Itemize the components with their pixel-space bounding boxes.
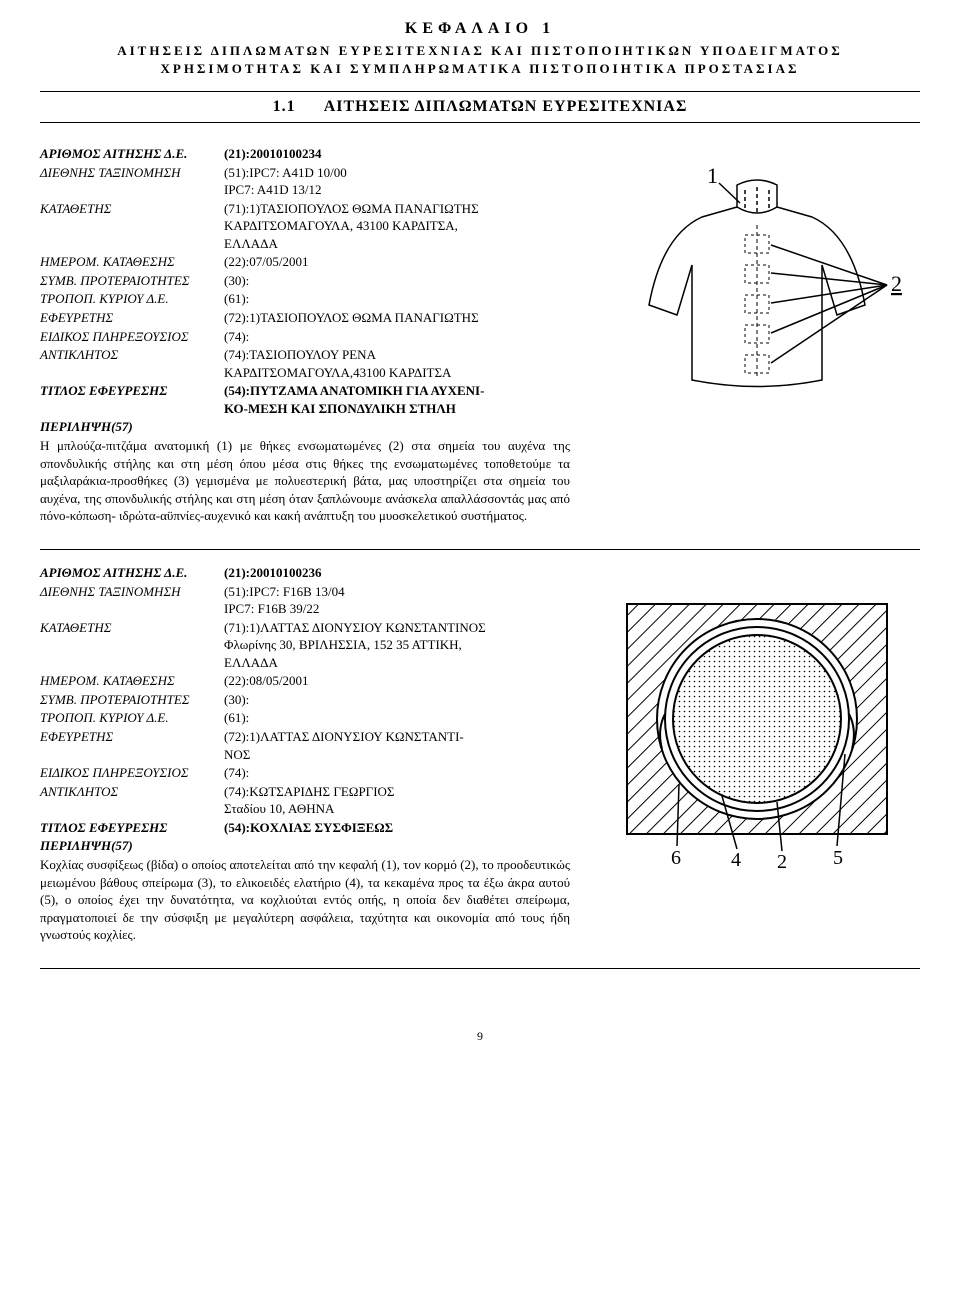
svg-text:2: 2	[891, 271, 902, 296]
label-filing-date: ΗΜΕΡΟΜ. ΚΑΤΑΘΕΣΗΣ	[40, 253, 224, 271]
value-agent: (74):	[224, 764, 570, 782]
section-title-text: ΑΙΤΗΣΕΙΣ ΔΙΠΛΩΜΑΤΩΝ ΕΥΡΕΣΙΤΕΧΝΙΑΣ	[324, 98, 688, 115]
chapter-header: ΚΕΦΑΛΑΙΟ 1 ΑΙΤΗΣΕΙΣ ΔΙΠΛΩΜΑΤΩΝ ΕΥΡΕΣΙΤΕΧ…	[40, 20, 920, 77]
label-applicant: ΚΑΤΑΘΕΤΗΣ	[40, 619, 224, 672]
section-title: 1.1 ΑΙΤΗΣΕΙΣ ΔΙΠΛΩΜΑΤΩΝ ΕΥΡΕΣΙΤΕΧΝΙΑΣ	[40, 91, 920, 123]
label-correspondent: ΑΝΤΙΚΛΗΤΟΣ	[40, 783, 224, 818]
svg-text:4: 4	[731, 849, 741, 871]
value-title: (54):ΚΟΧΛΙΑΣ ΣΥΣΦΙΞΕΩΣ	[224, 819, 570, 837]
figure-area: 6 4 2 5	[594, 564, 920, 944]
value-app-number: (21):20010100236	[224, 564, 570, 582]
chapter-title: ΚΕΦΑΛΑΙΟ 1	[40, 20, 920, 38]
label-main-amend: ΤΡΟΠΟΠ. ΚΥΡΙΟΥ Δ.Ε.	[40, 709, 224, 727]
label-intl-class: ΔΙΕΘΝΗΣ ΤΑΞΙΝΟΜΗΣΗ	[40, 164, 224, 199]
value-abstract: Η μπλούζα-πιτζάμα ανατομική (1) με θήκες…	[40, 437, 570, 525]
value-agent: (74):	[224, 328, 570, 346]
svg-text:5: 5	[833, 847, 843, 869]
label-agent: ΕΙΔΙΚΟΣ ΠΛΗΡΕΞΟΥΣΙΟΣ	[40, 764, 224, 782]
value-priority: (30):	[224, 691, 570, 709]
label-title: ΤΙΤΛΟΣ ΕΦΕΥΡΕΣΗΣ	[40, 819, 224, 837]
label-intl-class: ΔΙΕΘΝΗΣ ΤΑΞΙΝΟΜΗΣΗ	[40, 583, 224, 618]
label-agent: ΕΙΔΙΚΟΣ ΠΛΗΡΕΞΟΥΣΙΟΣ	[40, 328, 224, 346]
entry-fields: ΑΡΙΘΜΟΣ ΑΙΤΗΣΗΣ Δ.Ε. (21):20010100236 ΔΙ…	[40, 564, 570, 944]
value-inventor: (72):1)ΤΑΣΙΟΠΟΥΛΟΣ ΘΩΜΑ ΠΑΝΑΓΙΩΤΗΣ	[224, 309, 570, 327]
value-intl-class: (51):IPC7: F16B 13/04 IPC7: F16B 39/22	[224, 583, 570, 618]
label-inventor: ΕΦΕΥΡΕΤΗΣ	[40, 728, 224, 763]
svg-text:2: 2	[777, 851, 787, 873]
figure-screw: 6 4 2 5	[607, 584, 907, 884]
value-correspondent: (74):ΤΑΣΙΟΠΟΥΛΟΥ ΡΕΝΑ ΚΑΡΔΙΤΣΟΜΑΓΟΥΛΑ,43…	[224, 346, 570, 381]
label-abstract: ΠΕΡΙΛΗΨΗ(57)	[40, 838, 570, 854]
chapter-subtitle-2: ΧΡΗΣΙΜΟΤΗΤΑΣ ΚΑΙ ΣΥΜΠΛΗΡΩΜΑΤΙΚΑ ΠΙΣΤΟΠΟΙ…	[40, 60, 920, 78]
patent-entry: ΑΡΙΘΜΟΣ ΑΙΤΗΣΗΣ Δ.Ε. (21):20010100234 ΔΙ…	[40, 131, 920, 550]
label-inventor: ΕΦΕΥΡΕΤΗΣ	[40, 309, 224, 327]
value-applicant: (71):1)ΛΑΤΤΑΣ ΔΙΟΝΥΣΙΟΥ ΚΩΝΣΤΑΝΤΙΝΟΣ Φλω…	[224, 619, 570, 672]
label-abstract: ΠΕΡΙΛΗΨΗ(57)	[40, 419, 570, 435]
label-title: ΤΙΤΛΟΣ ΕΦΕΥΡΕΣΗΣ	[40, 382, 224, 417]
value-abstract: Κοχλίας συσφίξεως (βίδα) ο οποίος αποτελ…	[40, 856, 570, 944]
value-main-amend: (61):	[224, 709, 570, 727]
value-priority: (30):	[224, 272, 570, 290]
page-number: 9	[40, 1029, 920, 1044]
figure-area: 1 2	[594, 145, 920, 525]
label-priority: ΣΥΜΒ. ΠΡΟΤΕΡΑΙΟΤΗΤΕΣ	[40, 272, 224, 290]
value-title: (54):ΠΥΤΖΑΜΑ ΑΝΑΤΟΜΙΚΗ ΓΙΑ ΑΥΧΕΝΙ- ΚΟ-ΜΕ…	[224, 382, 570, 417]
entry-fields: ΑΡΙΘΜΟΣ ΑΙΤΗΣΗΣ Δ.Ε. (21):20010100234 ΔΙ…	[40, 145, 570, 525]
value-inventor: (72):1)ΛΑΤΤΑΣ ΔΙΟΝΥΣΙΟΥ ΚΩΝΣΤΑΝΤΙ- ΝΟΣ	[224, 728, 570, 763]
label-priority: ΣΥΜΒ. ΠΡΟΤΕΡΑΙΟΤΗΤΕΣ	[40, 691, 224, 709]
label-applicant: ΚΑΤΑΘΕΤΗΣ	[40, 200, 224, 253]
value-correspondent: (74):ΚΩΤΣΑΡΙΔΗΣ ΓΕΩΡΓΙΟΣ Σταδίου 10, ΑΘΗ…	[224, 783, 570, 818]
section-number: 1.1	[273, 98, 296, 115]
value-applicant: (71):1)ΤΑΣΙΟΠΟΥΛΟΣ ΘΩΜΑ ΠΑΝΑΓΙΩΤΗΣ ΚΑΡΔΙ…	[224, 200, 570, 253]
label-app-number: ΑΡΙΘΜΟΣ ΑΙΤΗΣΗΣ Δ.Ε.	[40, 564, 224, 582]
patent-entry: ΑΡΙΘΜΟΣ ΑΙΤΗΣΗΣ Δ.Ε. (21):20010100236 ΔΙ…	[40, 550, 920, 969]
chapter-subtitle-1: ΑΙΤΗΣΕΙΣ ΔΙΠΛΩΜΑΤΩΝ ΕΥΡΕΣΙΤΕΧΝΙΑΣ ΚΑΙ ΠΙ…	[40, 42, 920, 60]
figure-garment: 1 2	[607, 165, 907, 425]
value-intl-class: (51):IPC7: A41D 10/00 IPC7: A41D 13/12	[224, 164, 570, 199]
svg-text:6: 6	[671, 847, 681, 869]
label-app-number: ΑΡΙΘΜΟΣ ΑΙΤΗΣΗΣ Δ.Ε.	[40, 145, 224, 163]
label-filing-date: ΗΜΕΡΟΜ. ΚΑΤΑΘΕΣΗΣ	[40, 672, 224, 690]
svg-text:1: 1	[707, 165, 718, 188]
value-main-amend: (61):	[224, 290, 570, 308]
label-correspondent: ΑΝΤΙΚΛΗΤΟΣ	[40, 346, 224, 381]
label-main-amend: ΤΡΟΠΟΠ. ΚΥΡΙΟΥ Δ.Ε.	[40, 290, 224, 308]
value-filing-date: (22):07/05/2001	[224, 253, 570, 271]
value-app-number: (21):20010100234	[224, 145, 570, 163]
value-filing-date: (22):08/05/2001	[224, 672, 570, 690]
